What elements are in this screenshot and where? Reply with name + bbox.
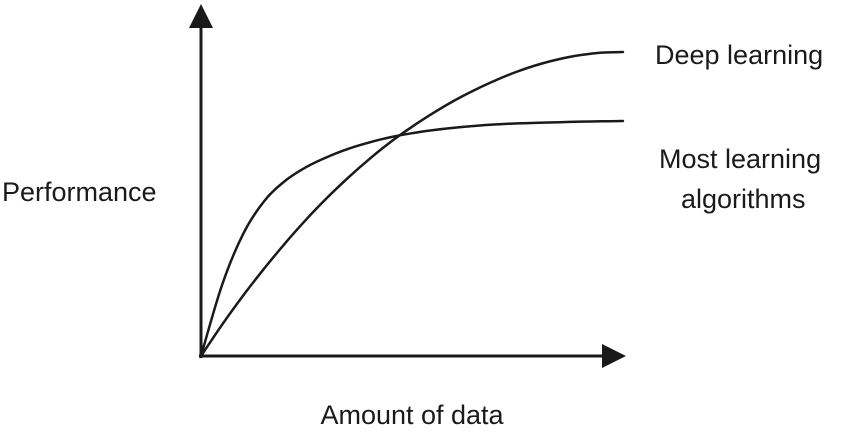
y-axis-arrowhead xyxy=(189,4,213,28)
axes xyxy=(189,4,626,368)
series-label-most-learning-algorithms-line-2: algorithms xyxy=(681,184,806,214)
series-labels: Deep learning Most learning algorithms xyxy=(655,40,823,214)
y-axis-label: Performance xyxy=(2,177,157,207)
series-label-most-learning-algorithms-line-1: Most learning xyxy=(659,144,821,174)
series-label-deep-learning-line-1: Deep learning xyxy=(655,40,823,70)
x-axis-label: Amount of data xyxy=(320,400,504,430)
series-line-most-learning-algorithms xyxy=(199,119,625,358)
series-layer xyxy=(199,50,625,358)
series-line-deep-learning xyxy=(199,50,625,358)
x-axis-arrowhead xyxy=(602,344,626,368)
